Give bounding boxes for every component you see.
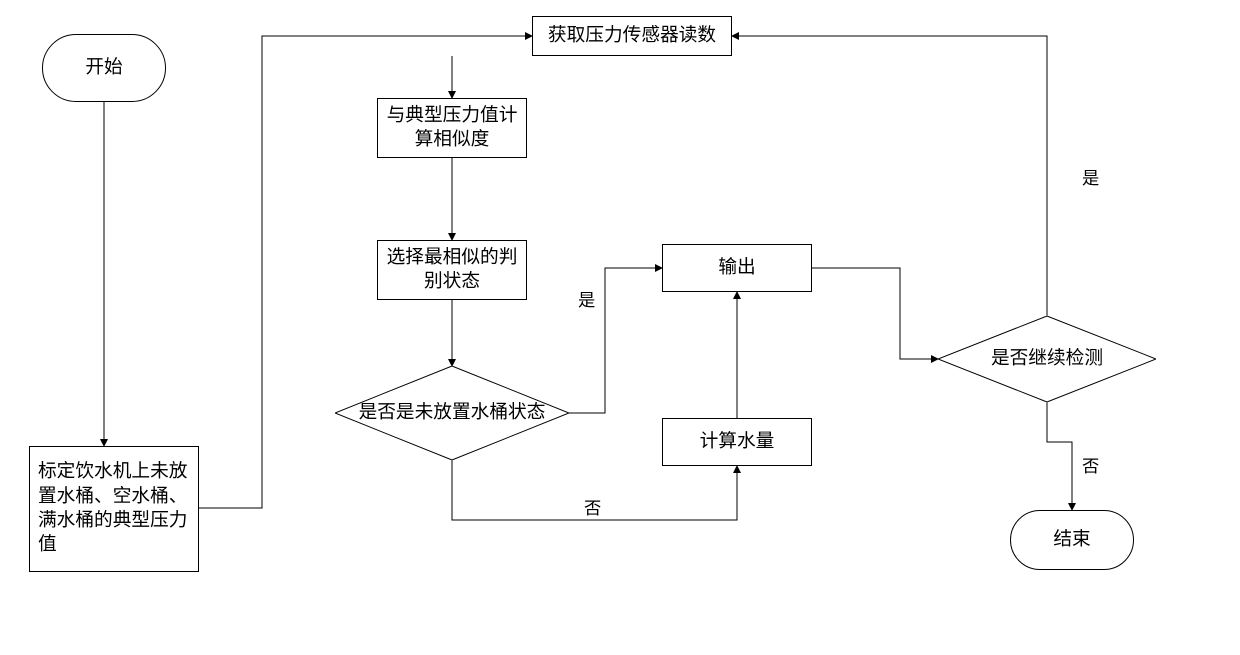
dec-bucket-label: 是否是未放置水桶状态 bbox=[335, 366, 569, 460]
dec-cont-label: 是否继续检测 bbox=[938, 316, 1156, 402]
node-similarity: 与典型压力值计算相似度 bbox=[377, 98, 527, 158]
node-end: 结束 bbox=[1010, 510, 1134, 570]
node-calc: 计算水量 bbox=[662, 418, 812, 466]
edge-label-no1: 否 bbox=[582, 494, 603, 519]
node-choose: 选择最相似的判别状态 bbox=[377, 240, 527, 300]
node-dec-bucket: 是否是未放置水桶状态 bbox=[335, 366, 569, 460]
node-calibrate: 标定饮水机上未放置水桶、空水桶、满水桶的典型压力值 bbox=[29, 446, 199, 572]
edge-label-yes1: 是 bbox=[576, 286, 597, 311]
node-dec-cont: 是否继续检测 bbox=[938, 316, 1156, 402]
flowchart-canvas: 开始 标定饮水机上未放置水桶、空水桶、满水桶的典型压力值 获取压力传感器读数 与… bbox=[0, 0, 1240, 655]
edge-output-deccont bbox=[812, 268, 938, 359]
node-output: 输出 bbox=[662, 244, 812, 292]
node-start: 开始 bbox=[42, 34, 166, 102]
edge-deccont-end bbox=[1047, 402, 1072, 510]
edge-label-no2: 否 bbox=[1080, 452, 1101, 477]
node-read: 获取压力传感器读数 bbox=[532, 16, 732, 56]
edge-label-yes2: 是 bbox=[1080, 164, 1101, 189]
